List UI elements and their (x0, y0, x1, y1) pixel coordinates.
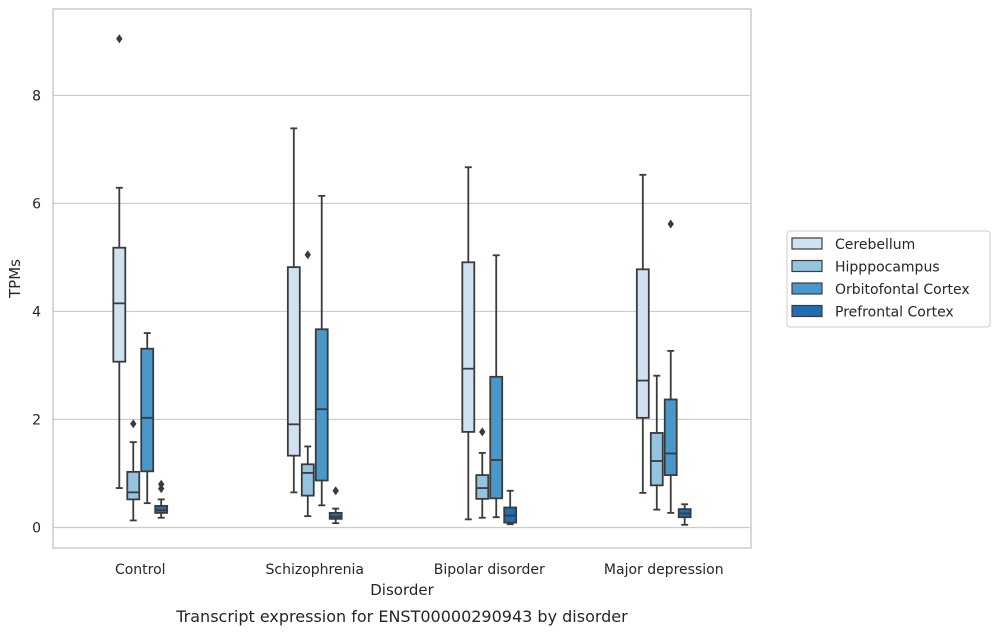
box-orbitofontal-cortex (663, 219, 678, 514)
box-orbitofontal-cortex (489, 254, 504, 519)
chart-caption: Transcript expression for ENST0000029094… (175, 607, 628, 626)
box-iqr (112, 246, 127, 363)
box-iqr (140, 347, 155, 473)
y-tick-label-8: 8 (32, 88, 41, 104)
y-tick-label-6: 6 (32, 196, 41, 212)
box-iqr (126, 470, 141, 501)
y-axis-label: TPMs (6, 259, 24, 299)
x-tick-label: Bipolar disorder (434, 562, 545, 578)
box-iqr (314, 328, 329, 482)
box-orbitofontal-cortex (314, 194, 329, 507)
outlier-point (116, 34, 123, 44)
x-tick-label: Major depression (604, 562, 724, 578)
box-iqr (649, 432, 664, 487)
outlier-point (667, 219, 674, 229)
box-hipppocampus (126, 419, 141, 522)
x-tick-label: Control (115, 562, 166, 578)
legend-label: Orbitofontal Cortex (835, 282, 970, 298)
y-tick-label-4: 4 (32, 304, 41, 320)
outlier-point (304, 250, 311, 260)
box-iqr (663, 398, 678, 476)
legend-swatch (791, 259, 823, 273)
outlier-point (479, 427, 486, 437)
box-hipppocampus (475, 427, 490, 519)
y-tick-label-2: 2 (32, 412, 41, 428)
box-iqr (635, 268, 650, 419)
y-tick-labels: 0 2 4 6 8 (32, 88, 41, 536)
legend-swatch (791, 304, 823, 318)
legend-label: Prefrontal Cortex (835, 305, 954, 321)
box-prefrontal-cortex (328, 486, 343, 525)
x-axis-label: Disorder (370, 581, 434, 599)
outlier-point (332, 486, 339, 496)
box-hipppocampus (300, 250, 315, 518)
box-cerebellum (461, 166, 476, 521)
box-iqr (300, 463, 315, 497)
legend: Cerebellum Hipppocampus Orbitofontal Corte… (786, 230, 991, 328)
box-iqr (286, 266, 301, 457)
box-iqr (461, 261, 476, 433)
box-prefrontal-cortex (503, 489, 518, 526)
outlier-point (130, 419, 137, 429)
box-cerebellum (286, 127, 301, 494)
box-cerebellum (112, 34, 127, 489)
boxes (112, 34, 692, 526)
gridlines (53, 94, 751, 529)
y-tick-label-0: 0 (32, 520, 41, 536)
box-orbitofontal-cortex (140, 332, 155, 505)
box-iqr (475, 474, 490, 500)
x-tick-labels: Control Schizophrenia Bipolar disorder Majo… (115, 562, 724, 578)
box-hipppocampus (649, 374, 664, 511)
box-iqr (489, 375, 504, 500)
outlier-point (157, 479, 165, 489)
box-prefrontal-cortex (677, 503, 692, 526)
legend-frame (786, 230, 991, 328)
plot-area-frame (52, 8, 752, 549)
legend-swatch (791, 282, 823, 295)
box-prefrontal-cortex (154, 479, 169, 519)
legend-label: Cerebellum (835, 237, 915, 253)
box-cerebellum (635, 173, 650, 494)
legend-label: Hipppocampus (835, 260, 940, 276)
legend-swatch (791, 237, 823, 250)
x-tick-label: Schizophrenia (266, 562, 364, 578)
